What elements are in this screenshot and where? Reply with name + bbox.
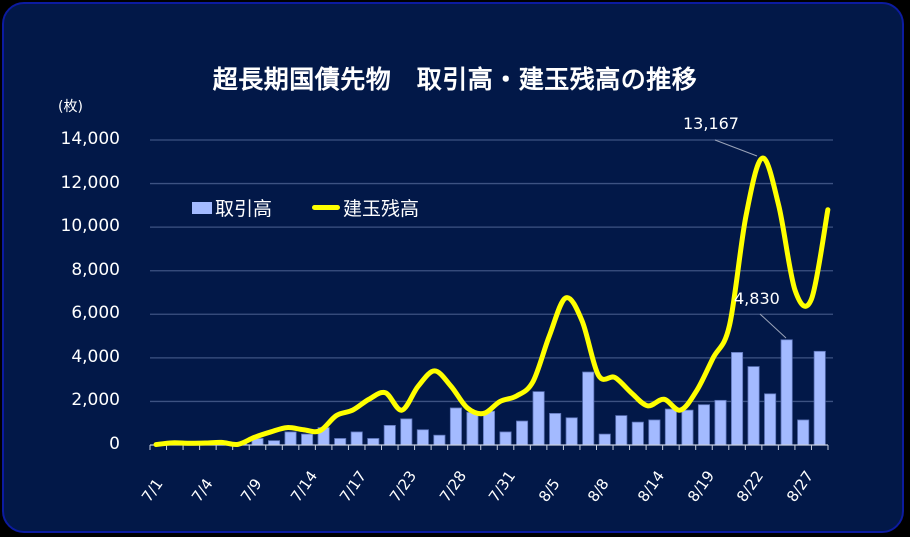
legend: 取引高 建玉残高 xyxy=(192,194,419,221)
volume-bar xyxy=(565,417,578,446)
annotation-bar-peak: 4,830 xyxy=(734,289,780,308)
y-tick-label: 8,000 xyxy=(71,259,120,280)
volume-bar xyxy=(449,407,462,446)
y-tick-label: 10,000 xyxy=(60,216,120,237)
volume-bar xyxy=(747,366,760,446)
volume-bar xyxy=(664,408,677,446)
volume-bar xyxy=(598,433,611,446)
line-swatch-icon xyxy=(312,205,341,210)
y-tick-label: 0 xyxy=(109,434,120,454)
volume-bar xyxy=(714,399,727,446)
volume-bar xyxy=(268,440,281,446)
volume-bar xyxy=(301,433,314,446)
volume-bar xyxy=(482,410,496,446)
volume-bar xyxy=(615,415,628,446)
annotation-leader xyxy=(759,313,787,339)
volume-bar xyxy=(350,431,363,446)
volume-bar xyxy=(400,418,413,446)
legend-item-volume: 取引高 xyxy=(192,194,272,221)
volume-bar xyxy=(797,419,810,446)
y-tick-label: 2,000 xyxy=(71,390,120,411)
volume-bar xyxy=(334,438,347,446)
volume-bar xyxy=(764,393,777,446)
y-tick-label: 14,000 xyxy=(60,129,120,149)
y-tick-label: 4,000 xyxy=(71,346,120,367)
volume-bar xyxy=(648,419,661,446)
volume-bar xyxy=(516,420,529,446)
volume-bar xyxy=(499,431,512,446)
legend-label-open-interest: 建玉残高 xyxy=(343,198,420,220)
legend-item-open-interest: 建玉残高 xyxy=(280,194,419,221)
volume-bar xyxy=(813,350,826,446)
y-tick-label: 12,000 xyxy=(60,172,120,193)
y-tick-label: 6,000 xyxy=(71,303,120,324)
volume-bar xyxy=(582,371,595,446)
volume-bar xyxy=(697,404,710,446)
volume-bar xyxy=(731,352,744,446)
volume-bar xyxy=(416,429,429,446)
volume-bar xyxy=(383,424,396,446)
annotation-line-peak: 13,167 xyxy=(683,114,739,133)
volume-bar xyxy=(367,438,380,446)
volume-bar xyxy=(284,431,297,446)
volume-bar xyxy=(780,339,793,446)
y-axis-unit: (枚) xyxy=(58,99,83,115)
annotation-leader xyxy=(714,139,758,157)
volume-bar xyxy=(681,409,694,446)
volume-bar xyxy=(631,421,644,446)
volume-bar xyxy=(466,411,479,446)
volume-bar xyxy=(549,413,562,446)
chart-title: 超長期国債先物 取引高・建玉残高の推移 xyxy=(212,65,698,94)
open-interest-line xyxy=(153,155,831,448)
legend-label-volume: 取引高 xyxy=(215,198,273,220)
volume-bar xyxy=(433,434,446,446)
volume-bar xyxy=(532,391,545,446)
bar-swatch-icon xyxy=(192,201,212,214)
